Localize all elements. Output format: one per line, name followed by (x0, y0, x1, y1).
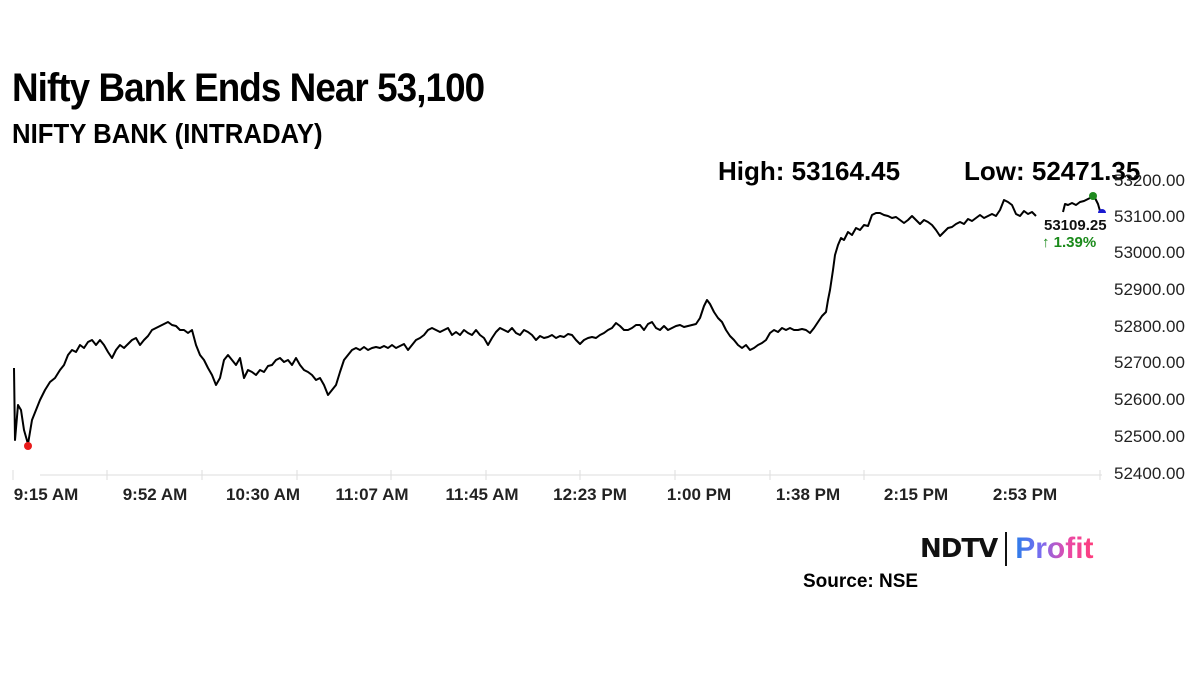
price-line-late (1062, 195, 1104, 213)
y-tick: 52400.00 (1114, 464, 1185, 483)
chart-subtitle: NIFTY BANK (INTRADAY) (12, 118, 323, 149)
close-marker (1098, 209, 1106, 213)
y-tick: 52900.00 (1114, 280, 1185, 299)
x-tick: 1:00 PM (666, 485, 732, 504)
x-tick: 9:52 AM (122, 485, 188, 504)
x-tick: 10:30 AM (225, 485, 301, 504)
logo-ndtv: NDTV (920, 534, 998, 564)
low-marker (24, 442, 32, 450)
logo-profit: Profit (1015, 532, 1094, 565)
x-tick: 9:15 AM (13, 485, 79, 504)
x-tick: 2:15 PM (883, 485, 949, 504)
x-tick: 11:07 AM (335, 485, 409, 504)
logo-divider (1005, 532, 1008, 566)
x-axis-ticks (12, 470, 1101, 480)
change-percent: ↑ 1.39% (1042, 234, 1097, 251)
y-tick: 53100.00 (1114, 207, 1185, 226)
low-label: Low: 52471.35 (964, 156, 1141, 186)
source-label: Source: NSE (803, 571, 919, 592)
y-tick: 53200.00 (1114, 171, 1185, 190)
y-tick: 53000.00 (1114, 243, 1185, 262)
y-tick: 52600.00 (1114, 390, 1185, 409)
y-tick: 52500.00 (1114, 427, 1185, 446)
high-marker (1089, 192, 1097, 200)
y-tick: 52700.00 (1114, 353, 1185, 372)
y-tick: 52800.00 (1114, 317, 1185, 336)
x-tick: 11:45 AM (445, 485, 519, 504)
ndtv-profit-logo: NDTV Profit (920, 532, 1094, 566)
page-title: Nifty Bank Ends Near 53,100 (12, 66, 485, 110)
x-tick: 2:53 PM (992, 485, 1058, 504)
x-tick: 12:23 PM (553, 485, 627, 504)
x-tick: 1:38 PM (775, 485, 841, 504)
high-label: High: 53164.45 (718, 156, 901, 186)
last-price: 53109.25 (1044, 217, 1107, 234)
price-line (13, 199, 1037, 445)
